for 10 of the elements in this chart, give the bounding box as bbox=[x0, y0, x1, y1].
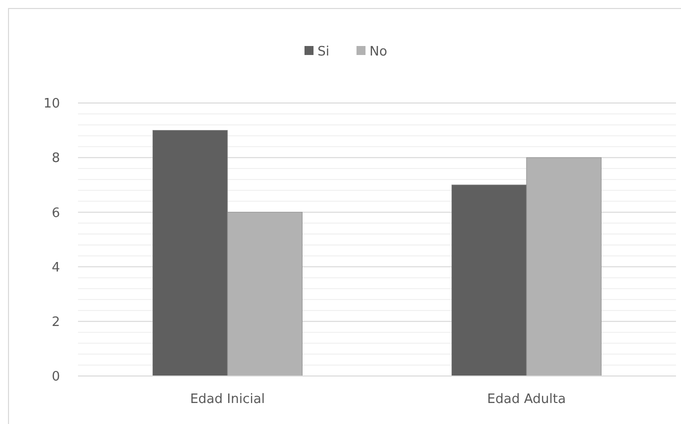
y-tick-label: 4 bbox=[52, 260, 60, 276]
y-tick-label: 6 bbox=[52, 206, 60, 221]
y-tick-label: 8 bbox=[52, 151, 60, 166]
x-tick-label: Edad Adulta bbox=[487, 392, 566, 407]
legend-label: Si bbox=[318, 44, 330, 60]
y-tick-label: 10 bbox=[43, 96, 60, 112]
x-tick-label: Edad Inicial bbox=[190, 392, 265, 407]
y-tick-label: 0 bbox=[52, 370, 60, 385]
legend-label: No bbox=[370, 44, 388, 60]
y-tick-label: 2 bbox=[52, 314, 60, 330]
